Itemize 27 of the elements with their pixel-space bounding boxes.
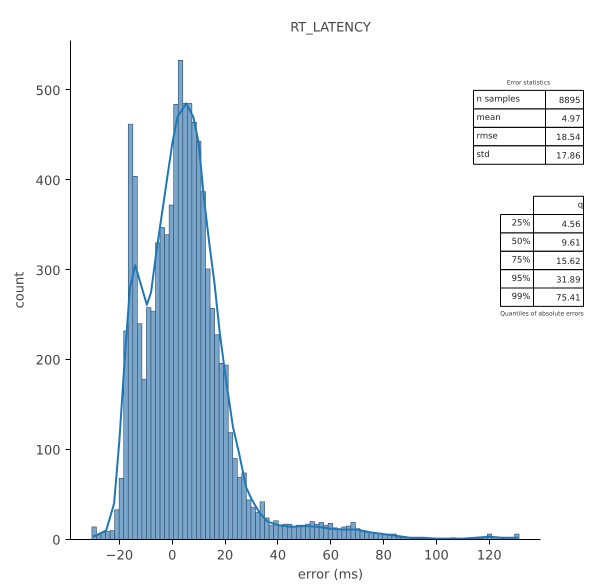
x-tick-label: 100 [424, 548, 449, 564]
x-tick-label: 0 [168, 548, 176, 564]
text: 75% 15.62 [512, 255, 581, 267]
y-tick-label: 100 [36, 444, 61, 459]
y-tick-label: 200 [36, 354, 61, 369]
text: n samples 8895 [476, 94, 581, 106]
y-tick-label: 500 [36, 84, 61, 99]
text: mean 4.97 [476, 113, 581, 125]
text: std 17.86 [476, 150, 581, 162]
x-axis-title: error (ms) [298, 568, 364, 582]
text: 99% 75.41 [512, 292, 581, 304]
text: 50% 9.61 [512, 237, 581, 249]
x-tick-label: −20 [106, 548, 134, 564]
y-axis-title: count [12, 272, 28, 308]
text: q [578, 200, 584, 210]
chart-title: RT_LATENCY [290, 20, 371, 36]
x-tick-label: 20 [216, 548, 234, 564]
y-tick-label: 400 [36, 174, 61, 189]
text: 25% 4.56 [512, 218, 581, 230]
y-tick-label: 300 [36, 264, 61, 279]
x-tick-label: 40 [270, 548, 286, 564]
y-tick-label: 0 [52, 534, 61, 548]
x-tick-label: 80 [375, 548, 392, 564]
text: 95% 31.89 [512, 274, 581, 286]
x-tick-label: 60 [322, 548, 340, 564]
text: rmse 18.54 [476, 132, 581, 144]
x-tick-label: 120 [476, 548, 502, 564]
